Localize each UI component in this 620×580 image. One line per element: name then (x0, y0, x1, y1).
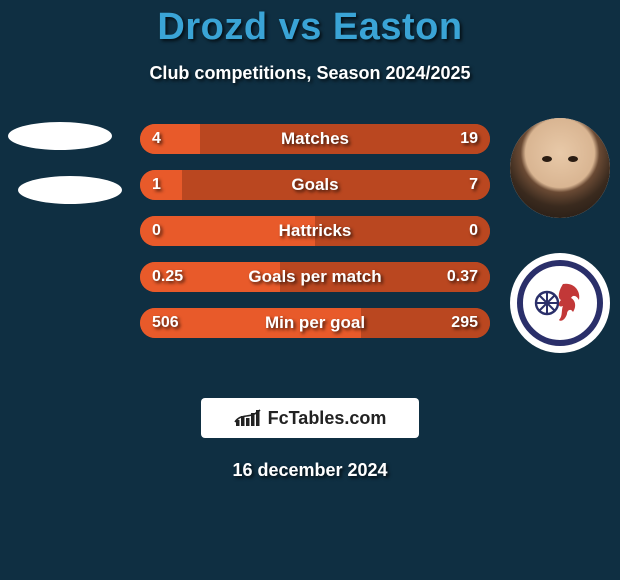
comparison-infographic: Drozd vs Easton Club competitions, Seaso… (0, 0, 620, 580)
crest-lion-icon (533, 276, 587, 330)
stat-label: Hattricks (279, 221, 352, 241)
right-club-crest (510, 253, 610, 353)
stat-bars: 4 Matches 19 1 Goals 7 0 Hattricks 0 0.25 Goals pe… (140, 124, 490, 354)
left-player-avatar-placeholder (8, 122, 112, 150)
source-badge: FcTables.com (201, 398, 419, 438)
stat-label: Min per goal (265, 313, 365, 333)
stat-value-left: 506 (152, 314, 179, 332)
stat-value-left: 1 (152, 176, 161, 194)
footnote-date: 16 december 2024 (0, 460, 620, 481)
stat-row: 1 Goals 7 (140, 170, 490, 200)
stat-value-right: 0 (469, 222, 478, 240)
source-badge-text: FcTables.com (268, 408, 387, 429)
stat-label: Goals (291, 175, 338, 195)
stat-value-right: 0.37 (447, 268, 478, 286)
stat-row: 0 Hattricks 0 (140, 216, 490, 246)
stat-value-right: 19 (460, 130, 478, 148)
stat-value-left: 4 (152, 130, 161, 148)
stat-row: 506 Min per goal 295 (140, 308, 490, 338)
stat-fill-left (140, 170, 182, 200)
player-face-icon (510, 118, 610, 218)
stat-fill-left (140, 124, 200, 154)
stat-value-left: 0 (152, 222, 161, 240)
right-player-avatar (510, 118, 610, 218)
stat-row: 0.25 Goals per match 0.37 (140, 262, 490, 292)
subtitle: Club competitions, Season 2024/2025 (0, 63, 620, 84)
left-club-crest-placeholder (18, 176, 122, 204)
stat-value-right: 295 (451, 314, 478, 332)
stat-row: 4 Matches 19 (140, 124, 490, 154)
stat-label: Matches (281, 129, 349, 149)
club-crest-icon (517, 260, 603, 346)
stat-value-right: 7 (469, 176, 478, 194)
page-title: Drozd vs Easton (0, 0, 620, 49)
bar-chart-icon (234, 408, 262, 428)
stat-label: Goals per match (248, 267, 381, 287)
stat-value-left: 0.25 (152, 268, 183, 286)
content-area: 4 Matches 19 1 Goals 7 0 Hattricks 0 0.25 Goals pe… (0, 118, 620, 378)
